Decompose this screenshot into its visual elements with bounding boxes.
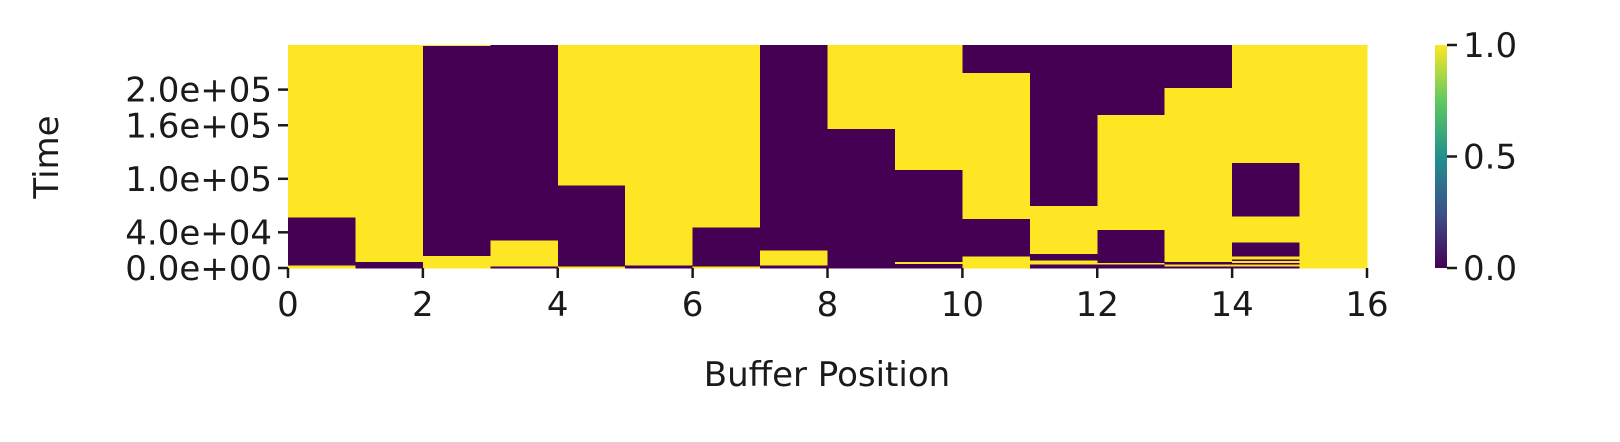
heatmap-cell: [962, 72, 1031, 220]
y-axis-title: Time: [27, 115, 67, 199]
y-tick-label: 0.0e+00: [125, 249, 272, 289]
heatmap-cell: [1232, 262, 1301, 265]
y-tick-label: 1.6e+05: [125, 106, 272, 146]
heatmap-cell: [1232, 242, 1301, 257]
heatmap-cell: [288, 265, 357, 269]
heatmap-cell: [1029, 259, 1098, 265]
heatmap-cell: [1232, 256, 1301, 260]
heatmap-cell: [490, 45, 559, 241]
heatmap-cell: [1029, 205, 1098, 255]
heatmap-cell: [625, 45, 694, 266]
colorbar-tick-label: 1.0: [1463, 26, 1517, 66]
heatmap-cell: [1164, 87, 1233, 258]
heatmap-cell: [1097, 229, 1166, 263]
heatmap-cell: [1029, 45, 1098, 206]
heatmap-cell: [1232, 162, 1301, 217]
y-tick-label: 1.0e+05: [125, 160, 272, 200]
x-tick-label: 14: [1210, 285, 1253, 325]
x-tick-label: 2: [412, 285, 434, 325]
heatmap-cell: [422, 45, 491, 47]
heatmap-cell: [962, 45, 1031, 73]
y-axis: 0.0e+004.0e+04 1.0e+05 1.6e+052.0e+05: [125, 71, 288, 289]
heatmap-cell: [1097, 114, 1166, 230]
heatmap-cell: [1299, 45, 1368, 269]
heatmap-cell: [1232, 45, 1301, 164]
heatmap-cell: [692, 45, 761, 228]
heatmap-cell: [760, 250, 829, 266]
heatmap-cell: [1164, 264, 1233, 267]
heatmap-cell: [1029, 264, 1098, 269]
heatmap-cell: [894, 263, 963, 269]
heatmap-cell: [1164, 45, 1233, 89]
heatmap-cell: [1164, 257, 1233, 263]
heatmap-cell: [490, 266, 559, 269]
x-tick-label: 4: [547, 285, 569, 325]
heatmap-cell: [1097, 262, 1166, 265]
heatmap-cell: [1232, 264, 1301, 267]
heatmap-cell: [1232, 259, 1301, 262]
colorbar: 0.0 0.5 1.0: [1435, 26, 1517, 289]
heatmap-cell: [1232, 216, 1301, 243]
x-tick-label: 6: [682, 285, 704, 325]
heatmap-cell: [422, 45, 491, 256]
heatmap-cell: [355, 45, 424, 263]
heatmap-cell: [760, 45, 829, 251]
heatmap-cell: [894, 45, 963, 171]
heatmap-cell: [1029, 253, 1098, 261]
heatmap-cells: [288, 45, 1368, 269]
heatmap-cell: [962, 256, 1031, 269]
heatmap-cell: [355, 261, 424, 269]
heatmap-cell: [962, 218, 1031, 257]
heatmap-cell: [625, 265, 694, 269]
heatmap-cell: [827, 128, 896, 269]
y-tick-label: 4.0e+04: [125, 213, 272, 253]
heatmap-cell: [288, 217, 357, 266]
heatmap-cell: [557, 266, 626, 269]
colorbar-ticks: 0.0 0.5 1.0: [1447, 26, 1517, 289]
x-tick-label: 12: [1076, 285, 1119, 325]
x-axis: 0 2 4 6 8 10 12 14 16: [277, 268, 1389, 325]
heatmap-cell: [760, 265, 829, 269]
heatmap-cell: [692, 226, 761, 267]
heatmap-cell: [557, 185, 626, 267]
heatmap-cell: [827, 45, 896, 130]
colorbar-tick-label: 0.0: [1463, 249, 1517, 289]
x-tick-label: 10: [941, 285, 984, 325]
heatmap-cell: [894, 169, 963, 263]
heatmap-cell: [1097, 45, 1166, 115]
heatmap-cell: [1232, 266, 1301, 269]
heatmap-cell: [1097, 264, 1166, 269]
heatmap-cell: [557, 45, 626, 186]
heatmap-cell: [1232, 260, 1301, 263]
x-axis-title: Buffer Position: [704, 355, 950, 395]
heatmap-cell: [490, 240, 559, 267]
colorbar-gradient: [1435, 45, 1447, 268]
x-tick-label: 16: [1345, 285, 1388, 325]
colorbar-tick-label: 0.5: [1463, 138, 1517, 178]
heatmap-cell: [288, 45, 357, 218]
heatmap-cell: [422, 255, 491, 269]
heatmap-cell: [1164, 266, 1233, 269]
heatmap-cell: [894, 261, 963, 264]
heatmap-cell: [1164, 261, 1233, 265]
x-tick-label: 0: [277, 285, 299, 325]
y-tick-label: 2.0e+05: [125, 71, 272, 111]
x-tick-label: 8: [817, 285, 839, 325]
heatmap-cell: [692, 266, 761, 269]
